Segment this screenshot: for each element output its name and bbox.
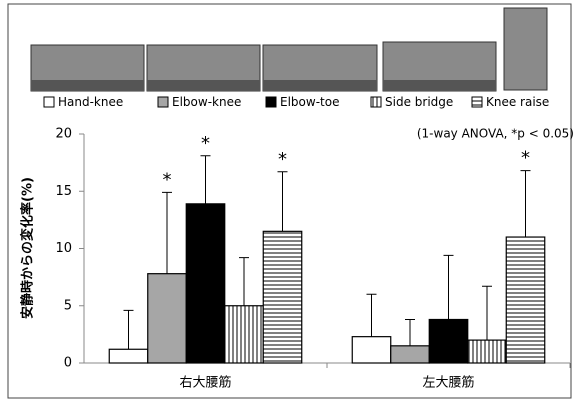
bar [505, 236, 546, 364]
significance-mark: * [278, 149, 287, 170]
significance-mark: * [201, 133, 210, 154]
bar [351, 336, 392, 364]
bar [108, 348, 149, 364]
y-tick-label: 0 [64, 356, 72, 371]
photos [30, 7, 548, 92]
significance-mark: * [163, 169, 172, 190]
error-bar [405, 318, 415, 346]
annotation: (1-way ANOVA, *p < 0.05) [417, 127, 574, 141]
legend-swatch [157, 96, 169, 108]
y-tick-label: 10 [55, 241, 72, 256]
bar [147, 273, 187, 364]
error-bar [443, 254, 454, 320]
legend-swatch [43, 96, 55, 108]
y-tick-label: 15 [55, 184, 72, 199]
error-bar [200, 155, 211, 204]
x-tick-label: 右大腰筋 [179, 375, 231, 391]
error-bar [239, 257, 249, 306]
legend-swatch [471, 96, 483, 108]
legend-label: Knee raise [486, 95, 549, 109]
bar [428, 318, 469, 364]
bar [467, 339, 507, 364]
legend-label: Elbow-toe [280, 95, 339, 109]
legend-swatch [265, 96, 277, 108]
error-bar [366, 293, 377, 337]
bar [185, 203, 226, 364]
bar [262, 230, 303, 364]
legend-swatch [370, 96, 382, 108]
legend-label: Elbow-knee [172, 95, 241, 109]
error-bar [482, 285, 492, 341]
y-axis-label: 安静時からの変化率(%) [20, 177, 36, 319]
error-bar [520, 170, 531, 238]
legend-label: Hand-knee [58, 95, 123, 109]
significance-mark: * [521, 148, 530, 169]
bar [224, 305, 264, 364]
error-bar [162, 191, 172, 274]
legend-label: Side bridge [385, 95, 453, 109]
bar [390, 345, 430, 364]
x-tick-label: 左大腰筋 [422, 375, 474, 391]
y-tick-label: 5 [64, 298, 72, 313]
y-tick-label: 20 [55, 127, 72, 142]
error-bar [277, 171, 288, 232]
error-bar [123, 309, 134, 350]
